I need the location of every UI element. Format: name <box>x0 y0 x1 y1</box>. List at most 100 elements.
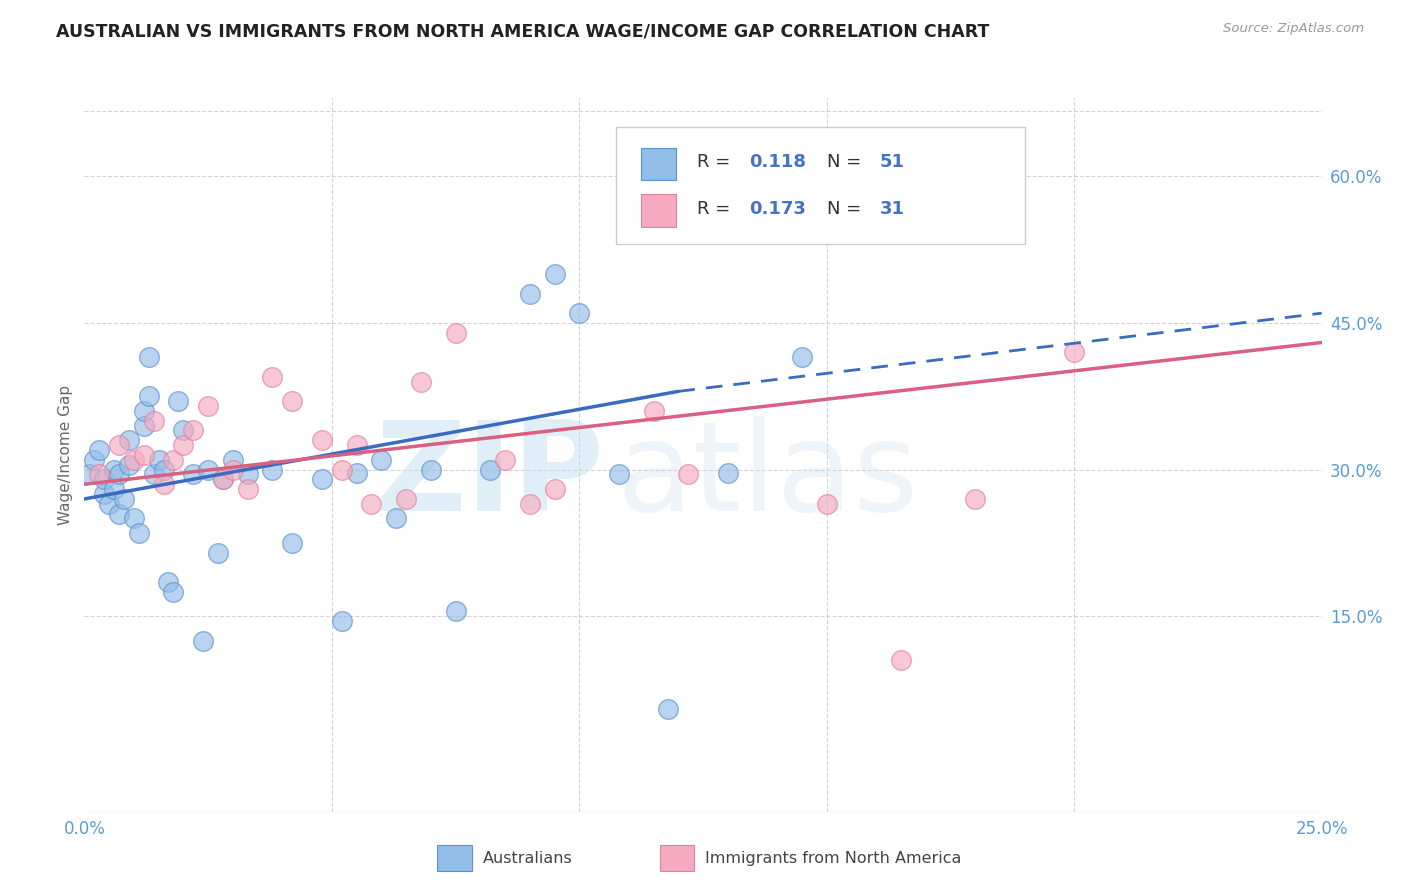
Point <box>330 614 353 628</box>
Text: N =: N = <box>827 200 866 218</box>
Point <box>128 526 150 541</box>
Point <box>93 487 115 501</box>
Point <box>118 434 141 448</box>
Text: R =: R = <box>697 200 735 218</box>
Point <box>409 375 432 389</box>
Point <box>262 369 284 384</box>
Point <box>543 482 565 496</box>
Text: R =: R = <box>697 153 735 171</box>
Point <box>841 169 863 184</box>
Text: N =: N = <box>827 153 866 171</box>
Point <box>212 472 235 486</box>
Point <box>172 438 194 452</box>
Point <box>236 467 259 482</box>
Point <box>181 424 204 438</box>
Text: Source: ZipAtlas.com: Source: ZipAtlas.com <box>1223 22 1364 36</box>
Point <box>262 462 284 476</box>
Point <box>197 462 219 476</box>
Point <box>122 452 145 467</box>
Bar <box>437 846 471 871</box>
Point <box>103 482 125 496</box>
Point <box>132 418 155 433</box>
Point <box>494 452 516 467</box>
Point <box>281 394 304 409</box>
Bar <box>641 148 676 180</box>
Point <box>152 462 174 476</box>
Point <box>142 467 165 482</box>
Point <box>89 467 111 482</box>
Point <box>311 434 333 448</box>
Point <box>890 653 912 667</box>
Point <box>181 467 204 482</box>
Point <box>212 472 235 486</box>
Point <box>132 448 155 462</box>
Point <box>108 507 131 521</box>
Point <box>657 702 679 716</box>
Point <box>346 438 368 452</box>
Point <box>197 399 219 413</box>
Point <box>93 472 115 486</box>
Point <box>122 511 145 525</box>
Point <box>330 462 353 476</box>
FancyBboxPatch shape <box>616 127 1025 244</box>
Point <box>519 497 541 511</box>
Point <box>643 404 665 418</box>
Point <box>108 438 131 452</box>
Point <box>79 467 101 482</box>
Point <box>112 491 135 506</box>
Text: 0.173: 0.173 <box>749 200 806 218</box>
Point <box>222 452 245 467</box>
Point <box>89 443 111 458</box>
Point <box>568 306 591 320</box>
Bar <box>659 846 695 871</box>
Point <box>607 467 630 482</box>
Bar <box>641 194 676 227</box>
Point <box>370 452 392 467</box>
Point <box>191 633 214 648</box>
Point <box>717 467 740 481</box>
Point <box>98 497 121 511</box>
Point <box>108 467 131 482</box>
Point <box>152 477 174 491</box>
Point <box>385 511 408 525</box>
Text: Australians: Australians <box>482 851 572 865</box>
Point <box>172 424 194 438</box>
Point <box>138 389 160 403</box>
Point <box>157 574 180 589</box>
Point <box>83 452 105 467</box>
Point <box>519 286 541 301</box>
Point <box>479 462 502 476</box>
Text: atlas: atlas <box>616 416 918 537</box>
Point <box>222 462 245 476</box>
Text: AUSTRALIAN VS IMMIGRANTS FROM NORTH AMERICA WAGE/INCOME GAP CORRELATION CHART: AUSTRALIAN VS IMMIGRANTS FROM NORTH AMER… <box>56 22 990 40</box>
Point <box>790 350 813 364</box>
Point <box>148 452 170 467</box>
Point <box>965 491 987 506</box>
Point <box>444 326 467 340</box>
Point <box>281 536 304 550</box>
Y-axis label: Wage/Income Gap: Wage/Income Gap <box>58 384 73 525</box>
Point <box>162 452 184 467</box>
Text: 51: 51 <box>880 153 905 171</box>
Point <box>162 584 184 599</box>
Point <box>167 394 190 409</box>
Point <box>676 467 699 482</box>
Point <box>311 472 333 486</box>
Text: ZIP: ZIP <box>375 416 605 537</box>
Point <box>118 458 141 472</box>
Point <box>346 467 368 481</box>
Point <box>142 414 165 428</box>
Point <box>395 491 418 506</box>
Point <box>444 604 467 618</box>
Point <box>815 497 838 511</box>
Point <box>138 350 160 364</box>
Point <box>1063 345 1085 359</box>
Point <box>419 462 441 476</box>
Point <box>543 267 565 281</box>
Point <box>207 546 229 560</box>
Point <box>236 482 259 496</box>
Point <box>360 497 382 511</box>
Text: 31: 31 <box>880 200 905 218</box>
Point <box>103 462 125 476</box>
Point <box>132 404 155 418</box>
